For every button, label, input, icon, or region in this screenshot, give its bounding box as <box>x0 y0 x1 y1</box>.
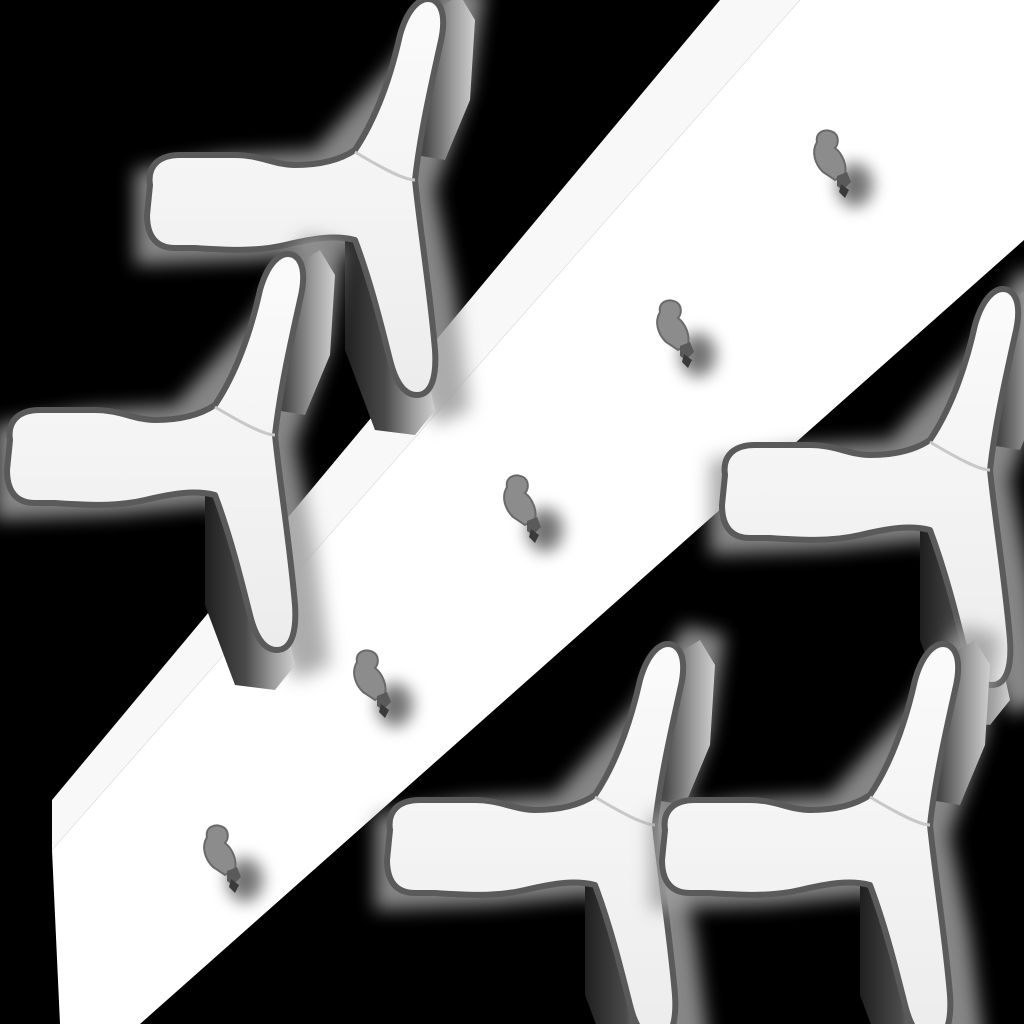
texture-atlas <box>0 0 1024 1024</box>
